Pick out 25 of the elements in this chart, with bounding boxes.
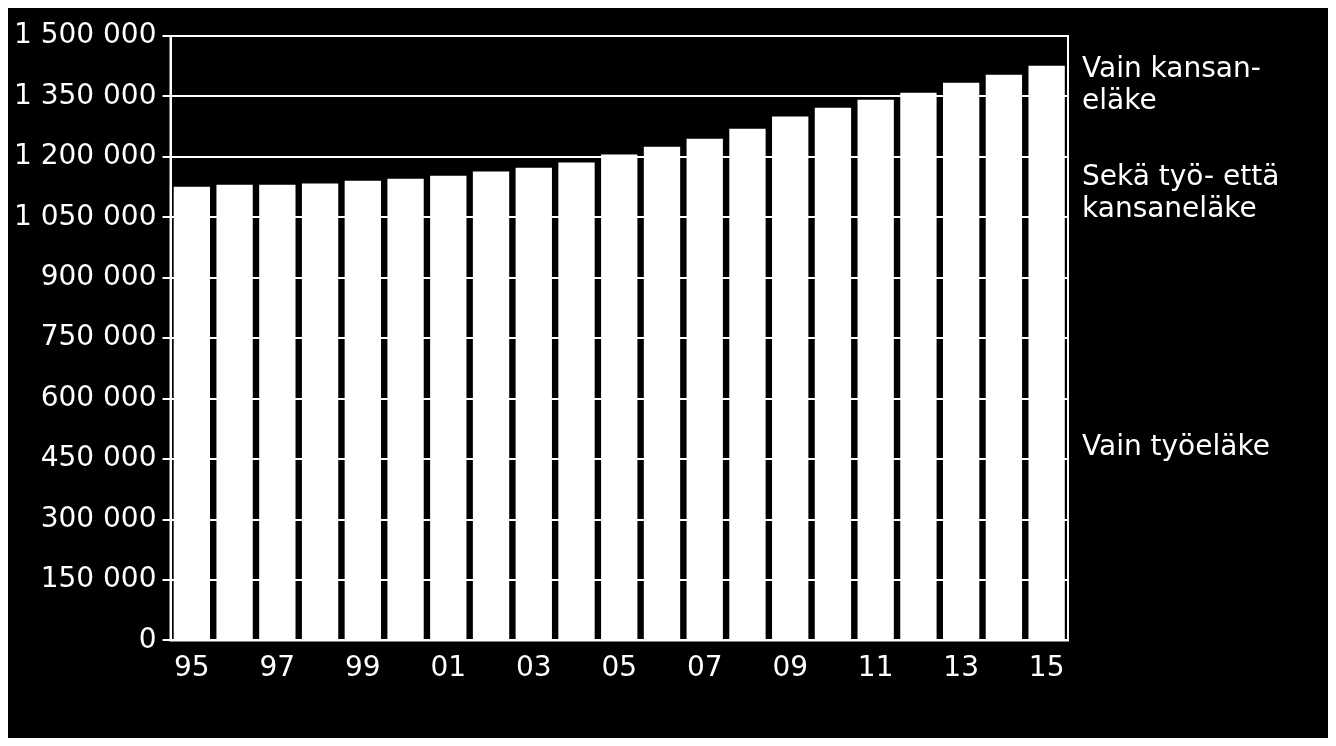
y-tick-label: 300 000	[40, 500, 157, 534]
x-tick-label: 95	[174, 650, 210, 684]
y-tick-label: 450 000	[40, 440, 157, 474]
text: Vain työeläke	[1082, 429, 1270, 463]
x-tick-label: 15	[1028, 650, 1065, 684]
y-tick-label: 1 500 000	[13, 17, 157, 51]
y-tick-label: 900 000	[40, 259, 157, 293]
text: Sekä työ- että kansaneläke	[1082, 159, 1280, 225]
y-tick-label: 1 050 000	[13, 198, 157, 232]
x-tick-label: 05	[601, 650, 638, 684]
x-tick-label: 13	[943, 650, 979, 684]
x-tick-label: 07	[686, 650, 723, 684]
x-tick-label: 09	[772, 650, 809, 684]
y-tick-label: 1 350 000	[13, 77, 157, 111]
y-tick-label: 150 000	[40, 561, 157, 595]
y-tick-label: 600 000	[40, 379, 157, 413]
x-tick-label: 11	[857, 650, 894, 684]
x-tick-label: 03	[515, 650, 552, 684]
x-tick-label: 99	[345, 650, 381, 684]
y-tick-label: 1 200 000	[13, 138, 157, 172]
text: Vain kansan- eläke	[1082, 51, 1261, 117]
y-tick-label: 750 000	[40, 319, 157, 353]
x-tick-label: 01	[430, 650, 467, 684]
y-tick-label: 0	[138, 621, 157, 655]
x-tick-label: 97	[259, 650, 296, 684]
